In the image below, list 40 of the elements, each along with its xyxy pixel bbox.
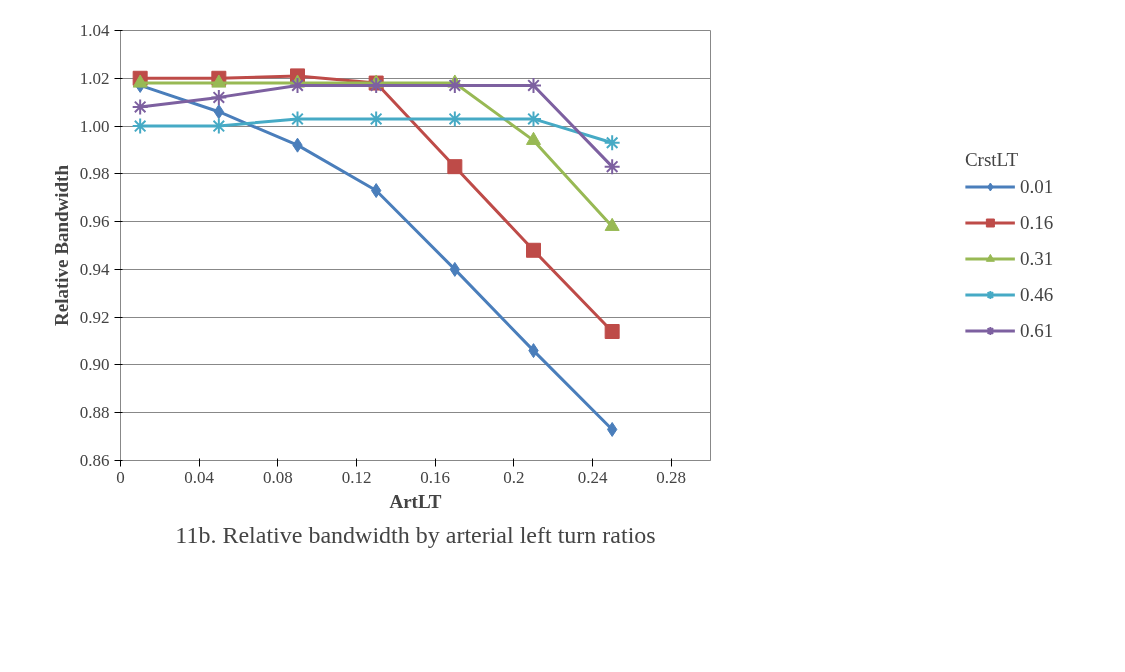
legend-label: 0.01 [1019, 175, 1054, 198]
y-tick-label: 0.92 [79, 307, 110, 327]
x-tick-label: 0.2 [503, 467, 525, 487]
y-axis-title: Relative Bandwidth [50, 164, 72, 326]
x-tick-label: 0.24 [577, 467, 608, 487]
y-tick-label: 0.86 [79, 451, 110, 470]
y-tick-label: 0.98 [79, 164, 110, 184]
point [289, 76, 306, 94]
x-tick-label: 0.28 [656, 467, 687, 487]
point [210, 88, 228, 106]
legend-label: 0.61 [1019, 319, 1054, 342]
point [289, 110, 306, 128]
point [604, 324, 620, 339]
point [525, 110, 542, 128]
point [526, 242, 541, 258]
point [132, 74, 148, 88]
legend-label: 0.31 [1019, 247, 1054, 270]
point [603, 158, 621, 176]
x-axis-title: ArtLT [389, 490, 442, 512]
text: 11b. Relative bandwidth by arterial left turn ratios [175, 521, 656, 548]
point [525, 76, 542, 94]
point [131, 98, 149, 116]
x-tick-label: 0.04 [184, 467, 215, 487]
point [603, 134, 621, 152]
y-tick-label: 0.90 [79, 355, 110, 375]
x-tick-label: 0.16 [420, 467, 451, 487]
x-tick-label: 0.08 [262, 467, 293, 487]
x-tick-label: 0 [116, 467, 125, 487]
legend-label: 0.16 [1019, 211, 1054, 234]
y-tick-label: 1.02 [79, 68, 110, 88]
point [447, 159, 463, 175]
legend-label: 0.46 [1019, 283, 1054, 306]
y-tick-label: 0.88 [79, 403, 110, 423]
legend-title: CrstLT [964, 148, 1019, 171]
x-tick-label: 0.12 [341, 467, 372, 487]
y-tick-label: 0.96 [79, 212, 110, 232]
point [211, 74, 227, 88]
y-tick-label: 1.00 [79, 116, 110, 136]
y-tick-label: 0.94 [79, 259, 110, 279]
y-tick-label: 1.04 [79, 21, 110, 40]
